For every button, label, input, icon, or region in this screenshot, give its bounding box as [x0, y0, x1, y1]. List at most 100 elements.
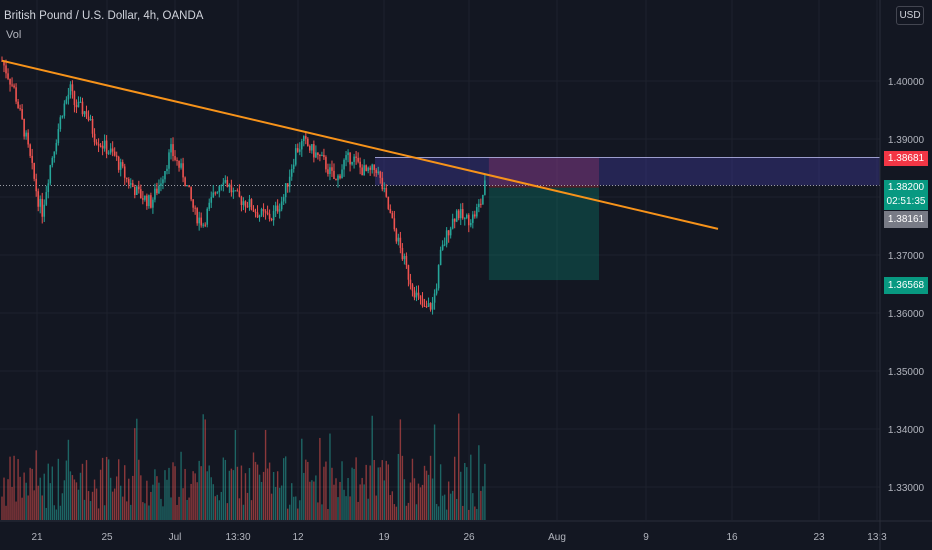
- candle-body: [194, 207, 196, 209]
- volume-bar: [71, 475, 74, 520]
- candle-body: [174, 156, 176, 160]
- volume-bar: [158, 482, 160, 520]
- candle-body: [349, 152, 351, 165]
- volume-bar: [206, 471, 208, 520]
- position-zones[interactable]: [0, 157, 880, 281]
- volume-bar: [212, 484, 214, 520]
- volume-bar: [196, 482, 198, 520]
- volume-bar: [178, 496, 180, 520]
- candle-body: [427, 303, 430, 307]
- volume-bar: [238, 498, 241, 520]
- candle-body: [307, 138, 309, 146]
- grid-lines: [0, 0, 880, 520]
- candle-body: [343, 159, 345, 170]
- price-tick-label: 1.40000: [888, 77, 925, 88]
- candle-body: [53, 151, 56, 158]
- candle-body: [19, 108, 21, 110]
- candle-body: [144, 195, 146, 200]
- candle-body: [449, 228, 452, 236]
- candle-body: [109, 148, 112, 153]
- candle-body: [230, 184, 233, 193]
- volume-bar: [341, 461, 343, 520]
- candle-body: [246, 206, 249, 208]
- candle-body: [77, 101, 80, 108]
- volume-bar: [144, 503, 146, 520]
- candle-body: [75, 105, 78, 108]
- target-price-value: 1.36568: [887, 280, 925, 291]
- candle-body: [365, 165, 367, 171]
- volume-bar: [331, 467, 333, 520]
- time-tick-label: 16: [726, 532, 738, 543]
- candle-body: [91, 119, 94, 134]
- volume-bar: [377, 467, 379, 520]
- currency-button[interactable]: USD: [896, 6, 924, 25]
- candle-body: [154, 188, 156, 200]
- volume-bar: [343, 489, 345, 520]
- candle-body: [461, 209, 464, 219]
- volume-bar: [472, 493, 474, 520]
- candle-body: [162, 179, 164, 184]
- candle-body: [480, 203, 482, 205]
- candle-body: [391, 212, 394, 219]
- candle-body: [232, 190, 235, 193]
- candle-body: [37, 191, 40, 207]
- candle-body: [399, 237, 402, 248]
- volume-bar: [65, 460, 68, 520]
- volume-bar: [391, 491, 394, 520]
- time-tick-label: 12: [292, 532, 304, 543]
- volume-bar: [480, 490, 482, 520]
- candle-body: [457, 210, 460, 219]
- candle-body: [73, 91, 76, 106]
- entry-price-value: 1.38161: [887, 214, 925, 225]
- volume-bar: [379, 467, 381, 520]
- candle-body: [123, 166, 126, 178]
- volume-bar: [7, 479, 9, 520]
- candle-body: [373, 164, 376, 170]
- candle-body: [474, 214, 476, 217]
- volume-bar: [441, 495, 444, 520]
- volume-bar: [160, 498, 162, 520]
- candle-body: [136, 186, 138, 195]
- candle-body: [107, 152, 110, 154]
- stop-price-tag: 1.38681: [884, 151, 928, 166]
- candle-body: [176, 159, 178, 161]
- candle-body: [97, 143, 100, 146]
- volume-bar: [409, 482, 412, 520]
- candle-body: [172, 144, 174, 157]
- volume-bar: [280, 485, 283, 520]
- volume-bar: [128, 478, 130, 520]
- volume-bar: [73, 479, 76, 520]
- volume-bar: [437, 506, 440, 520]
- volume-bar: [172, 462, 174, 520]
- volume-indicator-label[interactable]: Vol: [6, 29, 22, 41]
- volume-bar: [132, 475, 134, 520]
- candle-body: [484, 180, 486, 195]
- candle-body: [204, 224, 207, 226]
- volume-bar: [134, 428, 136, 520]
- volume-bar: [83, 499, 86, 520]
- candle-body: [305, 136, 307, 139]
- trendline[interactable]: [1, 59, 719, 230]
- time-tick-label: 23: [813, 532, 825, 543]
- volume-bar: [460, 471, 462, 520]
- candle-body: [425, 306, 428, 308]
- candle-body: [423, 305, 426, 307]
- candle-body: [192, 199, 194, 208]
- volume-bar: [115, 476, 118, 520]
- volume-bar: [220, 491, 223, 520]
- volume-bar: [242, 504, 245, 520]
- volume-bar: [462, 505, 464, 520]
- candle-body: [303, 136, 305, 141]
- candle-body: [156, 188, 158, 194]
- volume-bar: [313, 481, 315, 520]
- volume-bar: [291, 483, 293, 520]
- candle-body: [274, 205, 277, 212]
- candle-body: [415, 292, 418, 298]
- candle-body: [206, 208, 209, 225]
- volume-bar: [190, 483, 192, 520]
- volume-bar: [289, 504, 291, 520]
- candle-body: [465, 214, 468, 218]
- volume-bar: [148, 505, 150, 520]
- candle-body: [158, 185, 160, 194]
